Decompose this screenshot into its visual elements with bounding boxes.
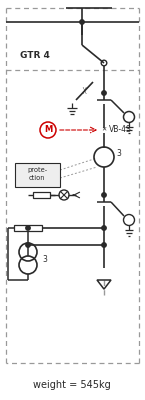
- Circle shape: [80, 20, 84, 24]
- Circle shape: [102, 243, 106, 247]
- Text: ✕: ✕: [101, 128, 107, 132]
- Circle shape: [26, 226, 30, 230]
- Text: VB-4S: VB-4S: [109, 124, 132, 134]
- FancyBboxPatch shape: [14, 225, 42, 231]
- Circle shape: [102, 226, 106, 230]
- Circle shape: [102, 91, 106, 95]
- Text: 3: 3: [116, 148, 121, 158]
- Text: ╳: ╳: [82, 88, 86, 94]
- Circle shape: [102, 193, 106, 197]
- Text: ction: ction: [29, 175, 45, 181]
- Text: prote-: prote-: [27, 167, 47, 173]
- Circle shape: [26, 243, 30, 247]
- Text: M: M: [44, 126, 52, 134]
- Text: 3: 3: [42, 254, 47, 264]
- FancyBboxPatch shape: [15, 163, 60, 187]
- FancyBboxPatch shape: [33, 192, 50, 198]
- Text: weight = 545kg: weight = 545kg: [33, 380, 111, 390]
- Text: GTR 4: GTR 4: [20, 50, 50, 60]
